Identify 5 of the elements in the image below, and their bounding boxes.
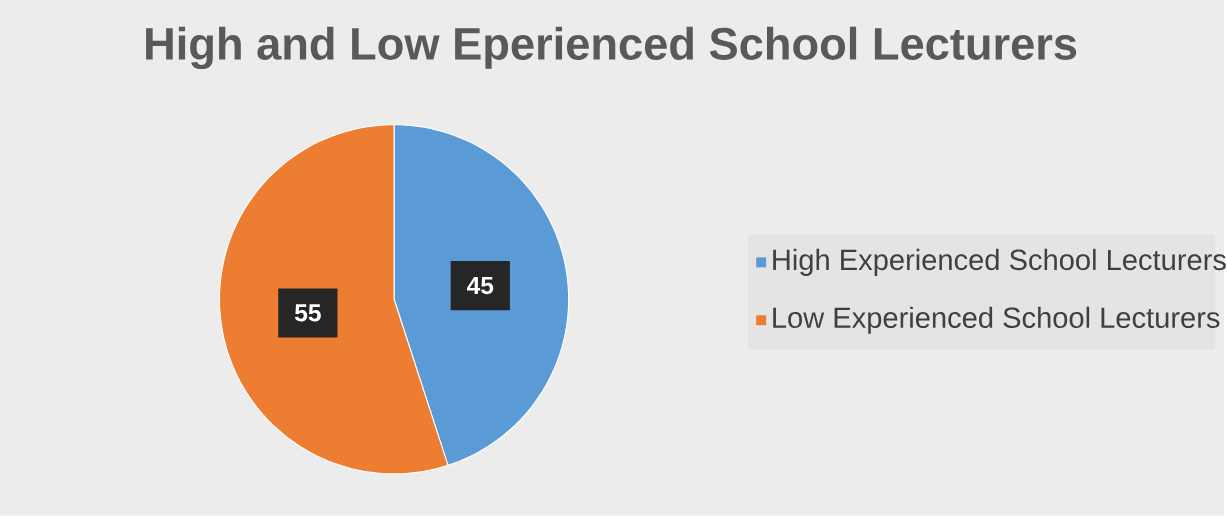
data-label: 45	[467, 277, 494, 295]
chart-title: High and Low Eperienced School Lecturers	[146, 26, 1077, 70]
legend-label: Low Experienced School Lecturers	[773, 306, 1220, 334]
legend-label: High Experienced School Lecturers	[773, 248, 1226, 277]
data-label: 55	[294, 304, 321, 322]
